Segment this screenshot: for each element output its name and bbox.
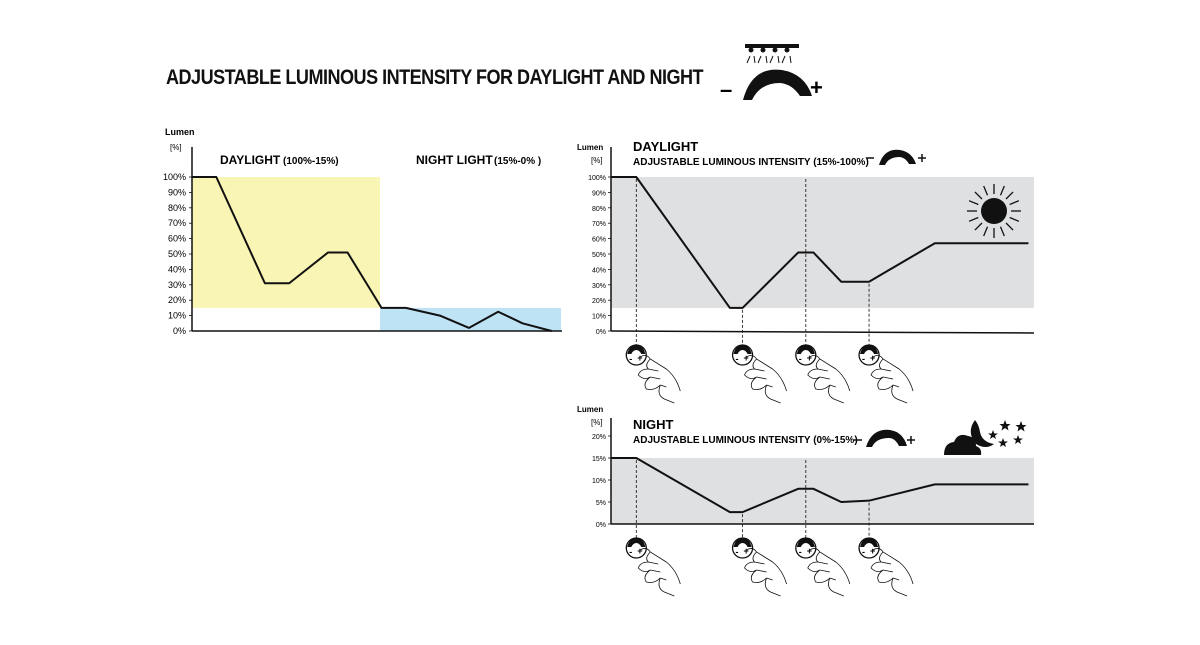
svg-text:-: - [862, 354, 865, 364]
y-tick-label: 20% [592, 298, 606, 305]
plus-sign: + [810, 75, 823, 100]
svg-text:+: + [870, 546, 875, 556]
y-tick-label: 0% [173, 326, 186, 336]
daylight-chart: Lumen [%] DAYLIGHT ADJUSTABLE LUMINOUS I… [577, 139, 1035, 404]
chart-heading: DAYLIGHT [633, 139, 698, 154]
y-tick-label: 10% [592, 314, 606, 321]
y-unit-label: Lumen [577, 405, 603, 414]
svg-text:+: + [744, 353, 749, 363]
y-tick-label: 15% [592, 456, 606, 463]
y-unit-label: Lumen [165, 127, 195, 137]
touch-dimmer-icon: - + [731, 344, 754, 366]
svg-text:-: - [736, 354, 739, 364]
y-tick-label: 40% [592, 267, 606, 274]
y-tick-label: 0% [596, 329, 606, 336]
y-tick-label: 50% [592, 252, 606, 259]
dimmer-icon [854, 429, 915, 447]
chart-subheading: ADJUSTABLE LUMINOUS INTENSITY (15%-100%) [633, 157, 869, 168]
svg-text:+: + [870, 353, 875, 363]
dimmer-icon [866, 149, 926, 165]
intensity-band [611, 458, 1034, 524]
y-unit-label: Lumen [577, 143, 603, 152]
y-tick-label: 10% [592, 478, 606, 485]
moon-cloud-stars-icon [944, 420, 1027, 455]
svg-text:-: - [629, 354, 632, 364]
y-tick-label: 90% [592, 190, 606, 197]
svg-text:+: + [744, 546, 749, 556]
y-tick-label: 20% [592, 434, 606, 441]
touch-dimmer-icon: - + [731, 537, 754, 559]
svg-text:-: - [799, 354, 802, 364]
y-tick-label: 30% [592, 283, 606, 290]
x-axis [610, 330, 1035, 334]
sun-icon [967, 184, 1021, 238]
touch-dimmer-icon: - + [858, 344, 880, 366]
svg-text:+: + [637, 546, 642, 556]
daylight-band [192, 177, 380, 308]
hand-icon [807, 355, 851, 404]
y-tick-label: 0% [596, 522, 606, 529]
touch-dimmer-icon: - + [625, 344, 647, 366]
y-tick-label: 100% [163, 172, 186, 182]
lumen-series-line [611, 176, 1029, 309]
night-label: NIGHT LIGHT [416, 153, 493, 167]
y-tick-label: 60% [592, 237, 606, 244]
y-tick-label: 60% [168, 234, 186, 244]
svg-text:-: - [629, 547, 632, 557]
hand-icon [870, 355, 914, 404]
overview-chart: Lumen [%] DAYLIGHT (100%-15%) NIGHT LIGH… [163, 127, 562, 336]
hand-icon [744, 355, 787, 404]
lumen-series-line [192, 176, 552, 332]
y-tick-label: 80% [592, 206, 606, 213]
y-tick-label: 20% [168, 295, 186, 305]
y-tick-label: 30% [168, 280, 186, 290]
y-tick-label: 70% [168, 218, 186, 228]
hand-icon [744, 548, 787, 597]
lumen-series-line [611, 457, 1029, 514]
y-unit-sub: [%] [591, 156, 603, 165]
y-unit-sub: [%] [170, 143, 182, 152]
y-tick-label: 40% [168, 264, 186, 274]
y-tick-label: 90% [168, 187, 186, 197]
ceiling-light-icon [745, 44, 799, 64]
page-title: ADJUSTABLE LUMINOUS INTENSITY FOR DAYLIG… [166, 66, 704, 89]
svg-text:-: - [736, 547, 739, 557]
svg-text:+: + [807, 353, 812, 363]
minus-sign: – [720, 77, 732, 102]
hand-icon [637, 548, 681, 597]
night-band [380, 307, 561, 331]
svg-text:+: + [637, 353, 642, 363]
y-tick-label: 70% [592, 221, 606, 228]
hand-icon [807, 548, 851, 597]
chart-heading: NIGHT [633, 417, 674, 432]
night-chart: Lumen [%] NIGHT ADJUSTABLE LUMINOUS INTE… [577, 405, 1034, 597]
y-tick-label: 50% [168, 249, 186, 259]
hand-icon [870, 548, 914, 597]
touch-dimmer-icon: - + [795, 344, 817, 366]
y-tick-label: 10% [168, 311, 186, 321]
touch-dimmer-icon: - + [858, 537, 880, 559]
day-range: (100%-15%) [283, 156, 339, 167]
y-unit-sub: [%] [591, 418, 603, 427]
touch-dimmer-icon: - + [795, 537, 817, 559]
y-tick-label: 5% [596, 500, 606, 507]
y-tick-label: 80% [168, 203, 186, 213]
chart-subheading: ADJUSTABLE LUMINOUS INTENSITY (0%-15%) [633, 435, 858, 446]
day-label: DAYLIGHT [220, 153, 281, 167]
touch-dimmer-icon: - + [625, 537, 647, 559]
svg-text:-: - [862, 547, 865, 557]
header-dimmer-icon: – + [720, 44, 823, 102]
hand-icon [637, 355, 681, 404]
y-tick-label: 100% [588, 175, 606, 182]
svg-text:+: + [807, 546, 812, 556]
svg-text:-: - [799, 547, 802, 557]
night-range: (15%-0% ) [494, 156, 541, 167]
